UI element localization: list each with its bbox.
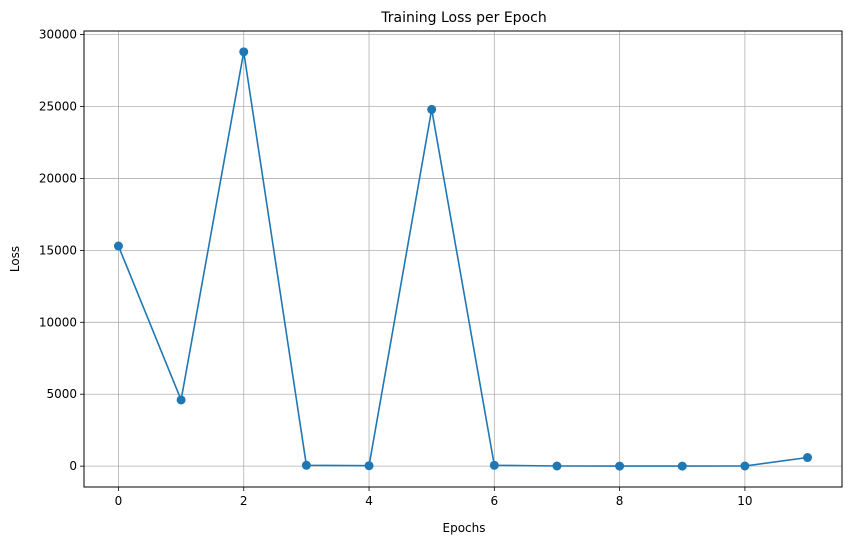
data-point: [489, 460, 499, 470]
y-tick-label: 20000: [39, 171, 77, 185]
x-tick-label: 6: [491, 494, 499, 508]
x-axis: 0 2 4 6 8 10: [115, 487, 753, 508]
data-point: [615, 461, 625, 471]
data-point: [239, 47, 249, 57]
y-tick-label: 30000: [39, 28, 77, 42]
y-tick-label: 10000: [39, 315, 77, 329]
series-layer: [113, 47, 813, 471]
y-axis-label: Loss: [8, 246, 22, 272]
data-point: [113, 241, 123, 251]
series-line: [117, 51, 808, 467]
data-point: [803, 453, 813, 463]
plot-frame: [83, 30, 843, 488]
data-point: [552, 461, 562, 471]
y-tick-label: 5000: [46, 387, 77, 401]
x-tick-label: 8: [616, 494, 624, 508]
x-axis-label: Epochs: [443, 521, 486, 535]
data-point: [427, 104, 437, 114]
x-tick-label: 4: [365, 494, 373, 508]
chart-title: Training Loss per Epoch: [380, 10, 546, 26]
x-tick-label: 10: [737, 494, 752, 508]
y-tick-label: 0: [69, 459, 77, 473]
x-tick-label: 2: [240, 494, 248, 508]
data-point: [364, 461, 374, 471]
data-point: [677, 461, 687, 471]
data-point: [176, 395, 186, 405]
data-point: [740, 461, 750, 471]
y-tick-label: 15000: [39, 243, 77, 257]
y-tick-label: 25000: [39, 100, 77, 114]
x-tick-label: 0: [115, 494, 123, 508]
y-axis: 0 5000 10000 15000 20000 25000 30000: [39, 28, 84, 473]
data-point: [301, 460, 311, 470]
grid: [84, 31, 842, 487]
